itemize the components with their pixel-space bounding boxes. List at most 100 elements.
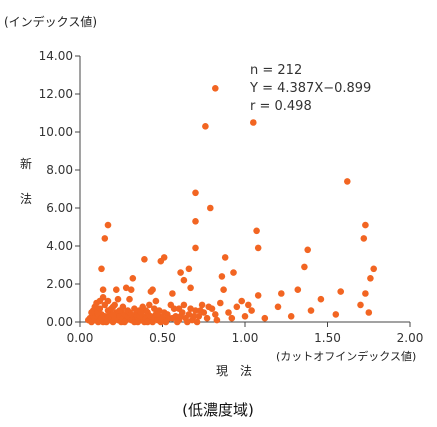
data-point	[114, 295, 122, 303]
data-point	[121, 318, 128, 326]
data-point	[169, 314, 176, 322]
x-tick-label: 0.50	[149, 331, 176, 345]
data-point	[127, 311, 135, 318]
x-tick-label: 2.00	[397, 331, 424, 345]
data-point	[134, 318, 142, 326]
annotation-regression: Y = 4.387X−0.899	[249, 81, 371, 96]
x-tick-label: 0.00	[67, 331, 94, 345]
data-point	[360, 235, 368, 242]
data-point	[245, 301, 252, 309]
data-point	[184, 318, 191, 326]
data-point	[205, 303, 212, 311]
data-point	[146, 301, 153, 309]
data-point	[238, 297, 245, 305]
data-point	[332, 311, 340, 318]
data-point	[177, 269, 184, 276]
data-point	[104, 221, 112, 229]
data-point	[96, 305, 104, 313]
data-point	[177, 313, 184, 320]
data-point	[274, 303, 282, 311]
data-point	[221, 254, 229, 261]
data-point	[149, 286, 156, 294]
data-point	[250, 119, 257, 126]
y-tick-label: 2.00	[46, 277, 73, 291]
data-point	[175, 305, 183, 313]
y-tick-label: 12.00	[39, 87, 73, 101]
y-axis-unit: (インデックス値)	[4, 14, 97, 29]
data-point	[220, 286, 227, 294]
data-point	[294, 286, 302, 294]
data-point	[230, 269, 237, 276]
data-point	[357, 301, 364, 309]
data-point	[101, 235, 109, 242]
data-point	[337, 288, 345, 295]
data-point	[98, 314, 105, 322]
y-axis-label-char-1: 新	[20, 156, 32, 171]
data-point	[126, 295, 133, 303]
data-point	[122, 284, 130, 292]
data-point	[98, 265, 105, 273]
data-point	[190, 313, 198, 320]
data-point	[109, 311, 117, 318]
data-point	[213, 316, 221, 324]
data-point	[99, 286, 107, 294]
data-point	[254, 292, 262, 299]
data-point	[192, 189, 199, 197]
data-point	[162, 318, 170, 326]
data-point	[113, 286, 120, 294]
y-tick-label: 14.00	[39, 49, 73, 63]
data-point	[304, 246, 312, 254]
data-point	[104, 297, 112, 305]
data-point	[88, 309, 95, 316]
data-point	[111, 301, 118, 309]
data-point	[254, 244, 262, 252]
data-point	[187, 305, 194, 313]
y-tick-label: 10.00	[39, 125, 73, 139]
data-point	[91, 303, 99, 311]
data-point	[137, 309, 145, 316]
data-point	[103, 318, 110, 326]
data-point	[192, 218, 199, 225]
plot-area: 0.00 2.00 4.00 6.00 8.00 10.00 12.00 14.00 0.00…	[39, 49, 424, 345]
data-point	[370, 265, 378, 273]
data-point	[317, 295, 325, 303]
data-point	[169, 290, 176, 297]
data-point	[301, 263, 308, 271]
y-tick-label: 4.00	[46, 239, 73, 253]
x-axis-unit: (カットオフインデックス値)	[276, 349, 416, 363]
data-point	[248, 307, 255, 314]
data-point	[141, 255, 148, 263]
data-point	[207, 204, 214, 212]
data-point	[129, 275, 137, 282]
data-point	[344, 178, 351, 185]
data-point	[180, 276, 188, 284]
data-point	[96, 297, 104, 305]
data-points	[85, 85, 378, 326]
x-tick-label: 1.00	[232, 331, 259, 345]
y-axis-label-char-2: 法	[20, 192, 32, 206]
data-point	[144, 318, 151, 326]
data-point	[261, 314, 269, 322]
y-ticks: 0.00 2.00 4.00 6.00 8.00 10.00 12.00 14.00	[39, 49, 80, 329]
annotation-r: r = 0.498	[250, 99, 312, 114]
data-point	[152, 297, 160, 305]
data-point	[174, 318, 181, 326]
annotation-n: n = 212	[250, 63, 302, 78]
data-point	[202, 123, 209, 130]
data-point	[160, 254, 168, 261]
data-point	[367, 275, 374, 282]
x-ticks: 0.00 0.50 1.00 1.50 2.00	[67, 322, 424, 345]
data-point	[233, 303, 241, 311]
data-point	[197, 307, 204, 314]
data-point	[212, 311, 219, 318]
data-point	[187, 284, 194, 292]
data-point	[119, 303, 127, 311]
y-tick-label: 8.00	[46, 163, 73, 177]
data-point	[180, 301, 188, 309]
data-point	[192, 244, 199, 252]
data-point	[203, 314, 211, 322]
data-point	[198, 301, 206, 309]
chart-caption: (低濃度域)	[182, 401, 254, 419]
data-point	[170, 305, 178, 313]
